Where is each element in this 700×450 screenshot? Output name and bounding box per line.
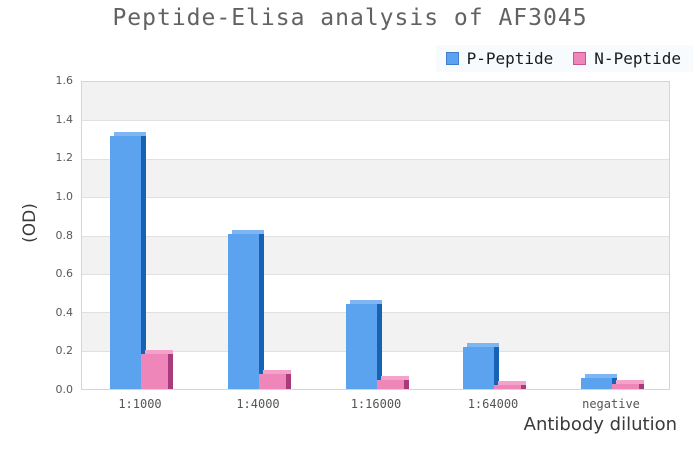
bar-top — [232, 230, 264, 234]
bar-side — [168, 354, 173, 389]
bar-p-peptide-negative — [581, 374, 617, 389]
bar-top — [467, 343, 499, 347]
p-peptide-swatch-icon — [445, 52, 459, 65]
y-tick-label: 1.6 — [55, 74, 74, 87]
bar-top — [585, 374, 617, 378]
bar-top — [145, 350, 173, 354]
bar-side — [259, 234, 264, 389]
bar-side — [141, 136, 146, 389]
bar-side — [639, 384, 644, 389]
legend: P-Peptide N-Peptide — [435, 45, 693, 72]
bar-face — [228, 234, 259, 389]
x-tick-label: 1:4000 — [236, 397, 280, 411]
plot-area — [81, 81, 670, 390]
y-tick-label: 1.4 — [55, 113, 74, 126]
grid-band — [82, 120, 669, 159]
bar-p-peptide-1:4000 — [228, 230, 264, 389]
bar-top — [350, 300, 382, 304]
bar-face — [377, 380, 404, 389]
legend-item-p-peptide: P-Peptide — [445, 49, 554, 68]
y-axis-title: (OD) — [20, 203, 40, 243]
bar-face — [463, 347, 494, 389]
grid-band — [82, 235, 669, 274]
bar-side — [612, 378, 617, 389]
x-tick-label: negative — [582, 397, 640, 411]
bar-face — [581, 378, 612, 389]
bar-top — [114, 132, 146, 136]
legend-label-n-peptide: N-Peptide — [594, 49, 681, 68]
bar-n-peptide-1:4000 — [259, 370, 291, 389]
bar-face — [494, 385, 521, 389]
bar-n-peptide-negative — [612, 380, 644, 389]
x-axis-title: Antibody dilution — [523, 414, 677, 435]
grid-band — [82, 158, 669, 198]
y-tick-label: 0.0 — [55, 383, 74, 396]
bar-face — [612, 384, 639, 389]
y-tick-label: 1.2 — [55, 151, 74, 164]
bar-p-peptide-1:1000 — [110, 132, 146, 389]
bar-p-peptide-1:16000 — [346, 300, 382, 389]
bar-n-peptide-1:1000 — [141, 350, 173, 389]
bar-face — [110, 136, 141, 389]
bar-side — [494, 347, 499, 389]
y-tick-label: 1.0 — [55, 190, 74, 203]
x-tick-label: 1:1000 — [118, 397, 162, 411]
bar-side — [521, 385, 526, 389]
y-tick-label: 0.4 — [55, 306, 74, 319]
x-tick-label: 1:16000 — [350, 397, 402, 411]
y-tick-label: 0.8 — [55, 229, 74, 242]
x-tick-label: 1:64000 — [467, 397, 519, 411]
bar-side — [404, 380, 409, 389]
bar-n-peptide-1:16000 — [377, 376, 409, 389]
y-tick-label: 0.2 — [55, 344, 74, 357]
y-tick-label: 0.6 — [55, 267, 74, 280]
bar-top — [616, 380, 644, 384]
chart-title: Peptide-Elisa analysis of AF3045 — [112, 5, 588, 31]
legend-item-n-peptide: N-Peptide — [573, 49, 681, 68]
grid-band — [82, 82, 669, 121]
bar-top — [263, 370, 291, 374]
bar-face — [141, 354, 168, 389]
bar-p-peptide-1:64000 — [463, 343, 499, 389]
bar-top — [381, 376, 409, 380]
bar-top — [498, 381, 526, 385]
bar-n-peptide-1:64000 — [494, 381, 526, 389]
bar-face — [346, 304, 377, 389]
bar-face — [259, 374, 286, 389]
legend-label-p-peptide: P-Peptide — [466, 49, 554, 68]
bar-side — [286, 374, 291, 389]
grid-band — [82, 197, 669, 236]
n-peptide-swatch-icon — [573, 52, 587, 65]
bar-side — [377, 304, 382, 389]
